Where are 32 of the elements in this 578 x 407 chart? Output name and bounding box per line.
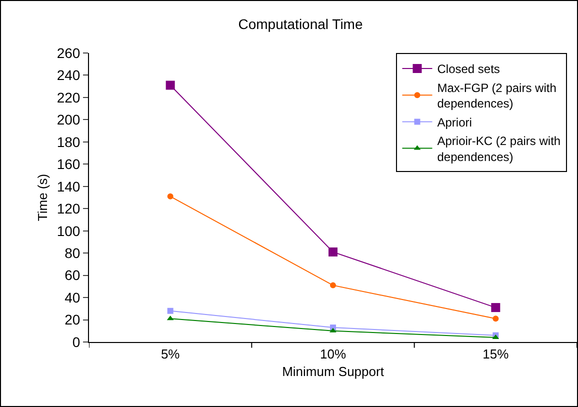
point xyxy=(167,308,174,314)
point xyxy=(167,193,174,200)
y-tick-label: 260 xyxy=(56,44,80,61)
y-tick-label: 80 xyxy=(64,244,80,261)
y-axis-title: Time (s) xyxy=(34,174,50,222)
x-tick-label: 5% xyxy=(160,346,180,362)
legend-label: Closed sets xyxy=(437,62,500,76)
point xyxy=(330,282,336,288)
x-axis-title: Minimum Support xyxy=(282,364,384,380)
point xyxy=(330,328,336,332)
point xyxy=(328,247,338,256)
chart-title: Computational Time xyxy=(238,16,363,32)
y-tick-label: 220 xyxy=(56,89,80,106)
y-tick-label: 100 xyxy=(56,222,80,239)
y-tick-label: 140 xyxy=(56,178,80,194)
legend-label: Aprioir-KC (2 pairs with dependences) xyxy=(437,134,561,164)
y-tick-label: 180 xyxy=(56,134,80,150)
y-tick-label: 240 xyxy=(56,67,80,84)
y-tick-label: 0 xyxy=(72,334,80,350)
x-tick-label: 15% xyxy=(482,346,510,362)
legend-label: Apriori xyxy=(437,115,472,130)
y-tick-label: 60 xyxy=(64,267,80,284)
point xyxy=(491,303,500,312)
y-tick-label: 200 xyxy=(56,112,80,128)
y-tick-label: 160 xyxy=(56,156,80,172)
x-tick-label: 10% xyxy=(320,346,346,362)
y-tick-label: 120 xyxy=(56,200,80,217)
legend-label: Max-FGP (2 pairs with dependences) xyxy=(437,80,556,111)
y-tick-label: 40 xyxy=(64,289,80,306)
point xyxy=(166,80,175,90)
y-tick-label: 20 xyxy=(64,312,80,328)
point xyxy=(492,316,499,322)
